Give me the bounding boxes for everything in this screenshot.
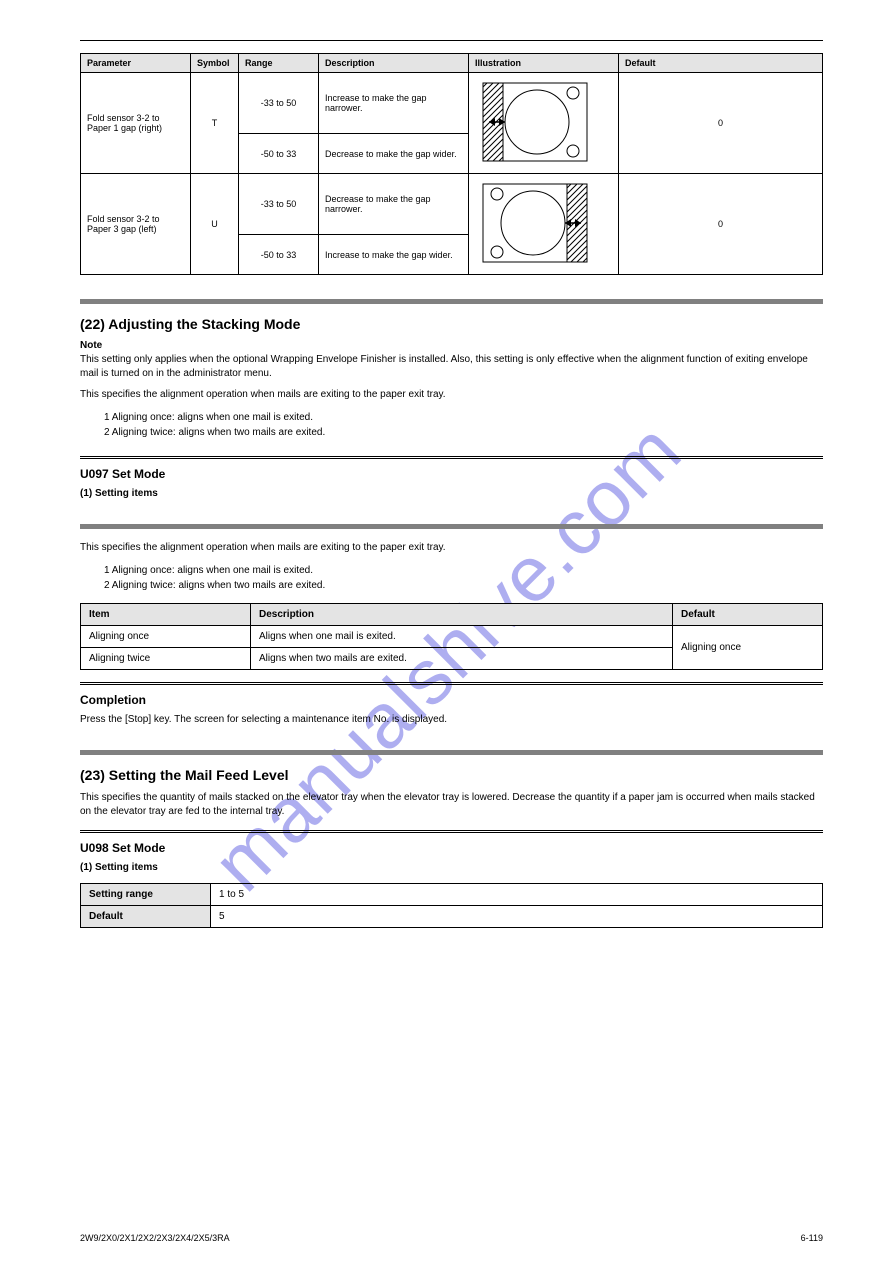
col-default: Default xyxy=(619,54,823,73)
mode-heading: U097 Set Mode xyxy=(80,467,823,481)
footer-right: 6-119 xyxy=(801,1233,823,1243)
param-cell: Fold sensor 3-2 to Paper 1 gap (right) xyxy=(81,73,191,174)
list-intro-repeat: This specifies the alignment operation w… xyxy=(80,541,823,555)
diagram-right-icon xyxy=(475,178,595,268)
table-cell: Aligning twice xyxy=(81,647,251,669)
mode2-heading: U098 Set Mode xyxy=(80,841,823,855)
symbol-cell: T xyxy=(191,73,239,174)
desc-cell: Decrease to make the gap narrower. xyxy=(319,174,469,235)
completion-text: Press the [Stop] key. The screen for sel… xyxy=(80,713,823,727)
range-cell: -33 to 50 xyxy=(239,73,319,134)
table-cell: Aligning once xyxy=(81,625,251,647)
range-cell: -50 to 33 xyxy=(239,134,319,174)
list-item: 1 Aligning once: aligns when one mail is… xyxy=(80,410,823,425)
note-label: Note xyxy=(80,340,823,351)
table-cell: 1 to 5 xyxy=(211,883,823,905)
col-range: Range xyxy=(239,54,319,73)
section2-body: This specifies the quantity of mails sta… xyxy=(80,791,823,818)
double-rule xyxy=(80,682,823,685)
list-item: 1 Aligning once: aligns when one mail is… xyxy=(80,563,823,578)
col-symbol: Symbol xyxy=(191,54,239,73)
note-body: This setting only applies when the optio… xyxy=(80,353,823,380)
double-rule xyxy=(80,830,823,833)
parameter-table: Parameter Symbol Range Description Illus… xyxy=(80,53,823,275)
list-item: 2 Aligning twice: aligns when two mails … xyxy=(80,425,823,440)
completion-heading: Completion xyxy=(80,693,823,707)
mode2-sub: (1) Setting items xyxy=(80,861,823,875)
table-cell: 5 xyxy=(211,905,823,927)
param-cell: Fold sensor 3-2 to Paper 3 gap (left) xyxy=(81,174,191,275)
diagram-cell xyxy=(469,174,619,275)
default-cell: 0 xyxy=(619,174,823,275)
col-item: Item xyxy=(81,603,251,625)
section-title: (22) Adjusting the Stacking Mode xyxy=(80,316,823,332)
range-cell: -50 to 33 xyxy=(239,235,319,275)
section2-title: (23) Setting the Mail Feed Level xyxy=(80,767,823,783)
diagram-left-icon xyxy=(475,77,595,167)
col-desc: Description xyxy=(319,54,469,73)
section-bar xyxy=(80,299,823,304)
mode2-table: Setting range 1 to 5 Default 5 xyxy=(80,883,823,928)
footer-left: 2W9/2X0/2X1/2X2/2X3/2X4/2X5/3RA xyxy=(80,1233,230,1243)
default-cell: 0 xyxy=(619,73,823,174)
desc-cell: Increase to make the gap narrower. xyxy=(319,73,469,134)
top-rule xyxy=(80,40,823,41)
diagram-cell xyxy=(469,73,619,174)
col-parameter: Parameter xyxy=(81,54,191,73)
symbol-cell: U xyxy=(191,174,239,275)
page-footer: 2W9/2X0/2X1/2X2/2X3/2X4/2X5/3RA 6-119 xyxy=(80,1233,823,1243)
desc-cell: Decrease to make the gap wider. xyxy=(319,134,469,174)
table-cell: Setting range xyxy=(81,883,211,905)
col-desc: Description xyxy=(251,603,673,625)
double-rule xyxy=(80,456,823,459)
table-cell: Aligning once xyxy=(673,625,823,669)
col-illustration: Illustration xyxy=(469,54,619,73)
col-default: Default xyxy=(673,603,823,625)
section-bar xyxy=(80,524,823,529)
list-item: 2 Aligning twice: aligns when two mails … xyxy=(80,578,823,593)
table-cell: Aligns when two mails are exited. xyxy=(251,647,673,669)
mode-sub: (1) Setting items xyxy=(80,487,823,501)
table-cell: Aligns when one mail is exited. xyxy=(251,625,673,647)
mode-table: Item Description Default Aligning once A… xyxy=(80,603,823,670)
list-intro: This specifies the alignment operation w… xyxy=(80,388,823,402)
desc-cell: Increase to make the gap wider. xyxy=(319,235,469,275)
table-cell: Default xyxy=(81,905,211,927)
range-cell: -33 to 50 xyxy=(239,174,319,235)
section-bar xyxy=(80,750,823,755)
